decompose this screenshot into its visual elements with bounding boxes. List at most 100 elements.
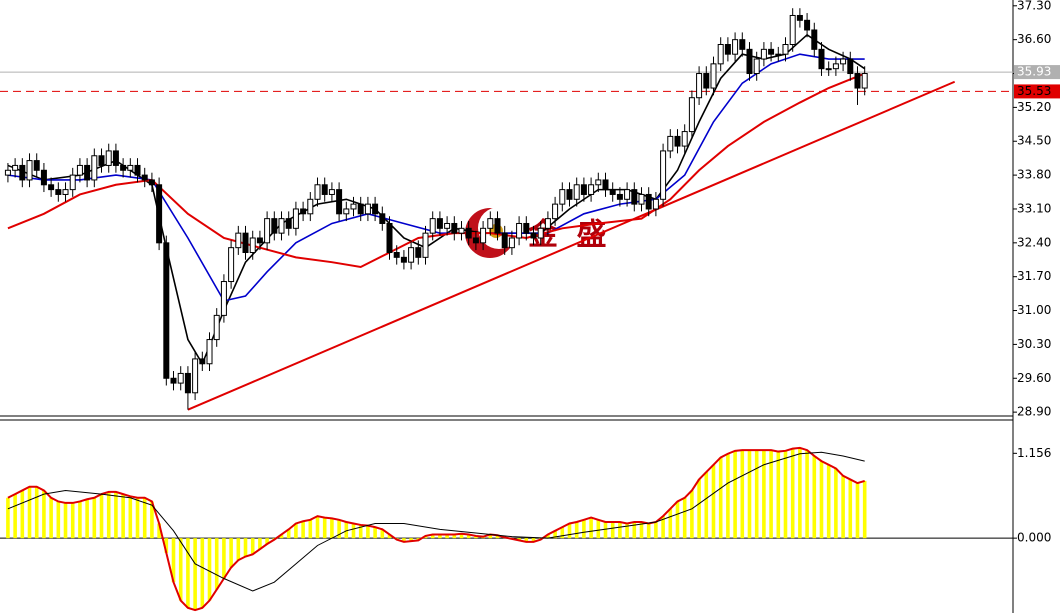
candle-body: [379, 213, 386, 224]
candle-body: [537, 227, 544, 239]
candle-body: [228, 247, 235, 283]
histogram-bar: [351, 523, 356, 539]
histogram-bar: [171, 538, 176, 583]
histogram-bar: [668, 508, 673, 539]
histogram-bar: [790, 448, 795, 539]
candle-body: [710, 63, 717, 89]
candle-body: [480, 227, 487, 244]
candle-body: [235, 232, 242, 249]
candle-body: [386, 222, 393, 254]
histogram-bar: [358, 524, 363, 539]
candle-body: [616, 193, 623, 200]
histogram-bar: [229, 538, 233, 568]
candle-body: [415, 247, 422, 258]
candle-body: [364, 203, 371, 215]
candle-body: [192, 358, 199, 394]
candle-body: [307, 198, 314, 215]
candle-body: [739, 39, 746, 50]
candle-body: [278, 218, 285, 234]
histogram-bar: [841, 475, 845, 539]
candle-body: [494, 218, 501, 234]
histogram-bar: [99, 494, 104, 539]
histogram-bar: [70, 502, 75, 539]
candle-body: [696, 73, 703, 99]
histogram-bar: [193, 538, 197, 611]
histogram-bar: [279, 534, 284, 539]
candle-body: [544, 218, 551, 229]
histogram-bar: [207, 538, 212, 601]
candle-body: [26, 160, 33, 181]
candle-body: [508, 237, 515, 249]
histogram-bar: [819, 461, 824, 539]
candle-body: [69, 174, 76, 191]
candle-body: [393, 252, 400, 258]
histogram-bar: [682, 497, 687, 539]
y-tick-label: 34.50: [1017, 134, 1051, 148]
histogram-bar: [625, 523, 629, 539]
candle-body: [609, 189, 616, 195]
candle-body: [760, 48, 767, 60]
candle-body: [530, 232, 537, 239]
candle-body: [220, 281, 227, 316]
candle-body: [688, 97, 695, 133]
candle-body: [40, 169, 47, 186]
candle-body: [818, 48, 825, 70]
candle-body: [199, 358, 206, 365]
histogram-bar: [488, 534, 493, 539]
histogram-bar: [373, 527, 377, 539]
y-tick-label: 33.80: [1017, 168, 1051, 182]
y-tick-label: 28.90: [1017, 405, 1051, 419]
candle-body: [98, 155, 105, 166]
y-tick-label: 31.70: [1017, 269, 1051, 283]
candle-body: [825, 68, 832, 71]
candle-body: [724, 44, 731, 55]
candle-body: [422, 232, 429, 258]
histogram-bar: [6, 497, 10, 539]
candle-body: [847, 58, 854, 75]
candle-body: [861, 73, 868, 89]
candle-body: [429, 218, 436, 234]
histogram-bar: [553, 530, 557, 539]
histogram-bar: [711, 464, 716, 539]
histogram-bar: [589, 517, 593, 539]
level-label: 35.53: [1017, 84, 1051, 98]
candle-body: [249, 237, 256, 254]
histogram-bar: [330, 518, 334, 539]
candle-body: [127, 164, 134, 171]
candle-body: [717, 44, 724, 65]
histogram-bar: [603, 522, 608, 539]
histogram-bar: [409, 538, 413, 542]
histogram-bar: [164, 538, 169, 553]
candle-body: [559, 189, 566, 205]
candle-body: [753, 58, 760, 75]
histogram-bar: [762, 450, 766, 539]
histogram-bar: [265, 538, 269, 545]
histogram-bar: [560, 527, 565, 539]
histogram-bar: [646, 523, 651, 539]
histogram-bar: [798, 447, 802, 539]
candle-body: [336, 189, 343, 215]
candle-body: [840, 58, 847, 65]
level-label: 35.93: [1017, 65, 1051, 79]
histogram-bar: [34, 486, 39, 539]
candle-body: [624, 189, 631, 200]
histogram-bar: [546, 534, 550, 539]
histogram-bar: [142, 497, 147, 539]
histogram-bar: [445, 534, 449, 539]
level-tag: [1014, 84, 1060, 99]
candle-body: [285, 218, 292, 229]
candle-body: [170, 377, 177, 384]
candle-body: [789, 14, 796, 46]
histogram-bar: [315, 516, 320, 539]
histogram-bar: [452, 534, 457, 539]
histogram-bar: [42, 490, 46, 539]
candle-body: [487, 218, 494, 229]
histogram-bar: [222, 538, 226, 579]
candle-body: [105, 150, 112, 166]
candle-body: [645, 193, 652, 210]
histogram-bar: [214, 538, 219, 590]
histogram-bar: [654, 522, 658, 539]
histogram-bar: [322, 517, 327, 539]
candle-body: [566, 189, 573, 200]
